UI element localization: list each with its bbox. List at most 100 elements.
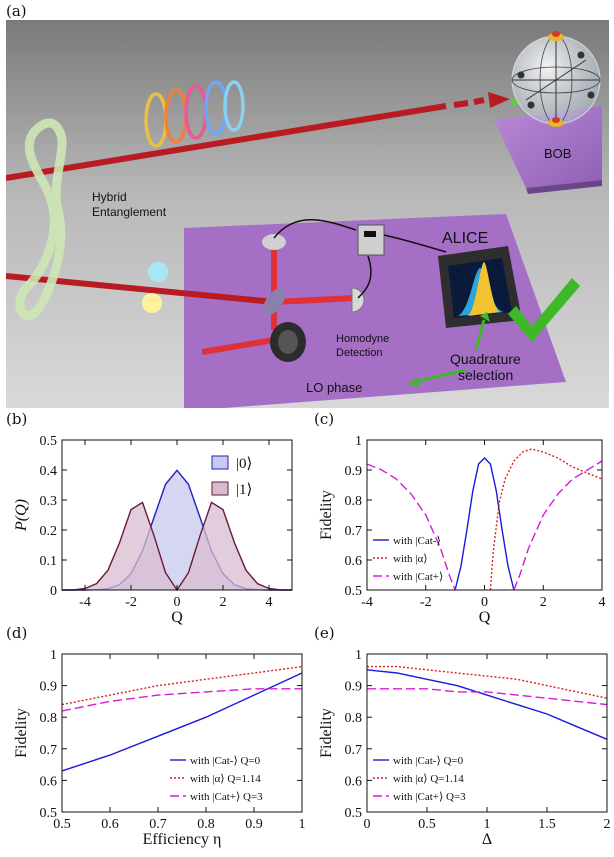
entanglement-label: Entanglement <box>92 205 167 219</box>
beam-to-bob <box>6 103 447 181</box>
lo-phase-label: LO phase <box>306 380 362 395</box>
y-tick-label-c: 0.5 <box>345 584 363 599</box>
alice-label: ALICE <box>442 230 488 247</box>
series-line-e-2 <box>367 688 608 706</box>
plot-frame-d <box>61 653 303 813</box>
setup-illustration: BOB Hybrid Entanglement <box>6 20 609 408</box>
electronics-box-icon <box>357 224 385 256</box>
legend-label-b: |1⟩ <box>236 482 252 498</box>
legend-label-e: with |α⟩ Q=1.14 <box>393 773 464 785</box>
photon-yellow-icon <box>142 293 162 313</box>
y-tick-label-d: 1 <box>50 648 57 663</box>
x-axis-label-e: Δ <box>482 831 492 848</box>
bloch-sphere <box>510 31 601 127</box>
x-tick-label-b: -2 <box>125 595 137 610</box>
x-axis-label-b: Q <box>171 609 183 626</box>
panel-label-c: (c) <box>314 410 335 428</box>
y-tick-label-c: 0.6 <box>345 554 363 569</box>
legend-swatch-b <box>211 481 229 496</box>
legend-label-b: |0⟩ <box>236 456 252 472</box>
series-line-d-1 <box>61 665 303 706</box>
legend-label-e: with |Cat-⟩ Q=0 <box>393 755 464 767</box>
panel-label-a: (a) <box>6 2 27 20</box>
x-tick-label-b: 4 <box>266 595 273 610</box>
x-tick-label-e: 1.5 <box>538 817 556 832</box>
x-tick-label-d: 1 <box>299 817 306 832</box>
series-line-c-2 <box>366 463 456 591</box>
legend-label-d: with |Cat-⟩ Q=0 <box>190 755 261 767</box>
homodyne-label: Homodyne <box>336 333 389 345</box>
mirror-top-icon <box>262 234 286 250</box>
entanglement-loop-icon <box>15 118 67 320</box>
y-tick-label-e: 0.7 <box>345 743 363 758</box>
series-line-d-0 <box>61 672 303 772</box>
x-tick-label-d: 0.7 <box>149 817 167 832</box>
y-tick-label-e: 1 <box>355 648 362 663</box>
legend-label-d: with |Cat+⟩ Q=3 <box>190 791 263 803</box>
panel-label-d: (d) <box>6 624 28 642</box>
y-tick-label-d: 0.5 <box>40 806 58 821</box>
series-line-c-3 <box>513 460 603 591</box>
x-tick-label-e: 0.5 <box>418 817 436 832</box>
series-line-d-2 <box>61 688 302 712</box>
series-line-c-1 <box>489 448 603 591</box>
y-axis-label-c: Fidelity <box>318 490 335 540</box>
panel-label-e: (e) <box>314 624 335 642</box>
chart-d: 0.5 0.6 0.7 0.8 0.9 1 0.5 0.6 0.7 0.8 0.9 1 Efficien… <box>13 648 306 848</box>
x-tick-label-d: 0.9 <box>245 817 263 832</box>
y-tick-label-d: 0.8 <box>40 711 58 726</box>
series-line-e-0 <box>366 669 608 740</box>
legend-label-e: with |Cat+⟩ Q=3 <box>393 791 466 803</box>
x-tick-label-e: 1 <box>484 817 491 832</box>
y-tick-label-b: 0.2 <box>40 524 58 539</box>
legend-label-c: with |Cat-⟩ <box>393 535 441 547</box>
y-axis-label-d: Fidelity <box>13 708 30 758</box>
x-tick-label-b: 0 <box>174 595 181 610</box>
x-axis-label-d: Efficiency η <box>143 831 222 848</box>
beam-arrowhead <box>488 92 510 108</box>
y-tick-label-e: 0.6 <box>345 774 363 789</box>
x-tick-label-c: 2 <box>540 595 547 610</box>
bob-platform <box>494 106 602 188</box>
legend-label-c: with |α⟩ <box>393 553 428 565</box>
y-tick-label-b: 0.4 <box>40 464 58 479</box>
hybrid-label: Hybrid <box>92 190 127 204</box>
y-axis-label-e: Fidelity <box>318 708 335 758</box>
y-tick-label-d: 0.7 <box>40 743 58 758</box>
series-line-c-0 <box>454 457 515 591</box>
check-icon <box>508 278 580 342</box>
photon-wavepacket-icon <box>144 80 245 148</box>
series-area-b-1 <box>62 502 292 590</box>
photon-blue-icon <box>148 262 168 282</box>
x-tick-label-b: 2 <box>220 595 227 610</box>
x-tick-label-c: 0 <box>481 595 488 610</box>
y-tick-label-e: 0.8 <box>345 711 363 726</box>
x-tick-label-b: -4 <box>79 595 91 610</box>
detection-label: Detection <box>336 347 382 359</box>
x-tick-label-c: -2 <box>420 595 432 610</box>
y-tick-label-b: 0.5 <box>40 434 58 449</box>
legend-label-c: with |Cat+⟩ <box>393 571 443 583</box>
plot-frame-e <box>366 653 608 813</box>
y-tick-label-e: 0.9 <box>345 680 363 695</box>
alice-monitor-icon <box>438 246 522 328</box>
x-tick-label-e: 0 <box>364 817 371 832</box>
y-tick-label-c: 0.7 <box>345 524 363 539</box>
legend-swatch-b <box>211 455 229 470</box>
y-tick-label-d: 0.9 <box>40 680 58 695</box>
series-area-b-0 <box>62 470 292 590</box>
chart-c: -4 -2 0 2 4 0.5 0.6 0.7 0.8 0.9 1 Q Fidelity with |Ca… <box>318 434 606 626</box>
y-tick-label-c: 1 <box>355 434 362 449</box>
y-tick-label-b: 0 <box>50 584 57 599</box>
y-tick-label-c: 0.9 <box>345 464 363 479</box>
y-tick-label-b: 0.3 <box>40 494 58 509</box>
y-tick-label-e: 0.5 <box>345 806 363 821</box>
beam-splitter-icon <box>262 288 286 316</box>
series-line-e-1 <box>367 665 608 699</box>
legend-label-d: with |α⟩ Q=1.14 <box>190 773 261 785</box>
y-axis-label-b: P(Q) <box>13 499 30 532</box>
y-tick-label-b: 0.1 <box>40 554 58 569</box>
plot-frame-c <box>366 439 603 591</box>
x-tick-label-d: 0.5 <box>53 817 71 832</box>
